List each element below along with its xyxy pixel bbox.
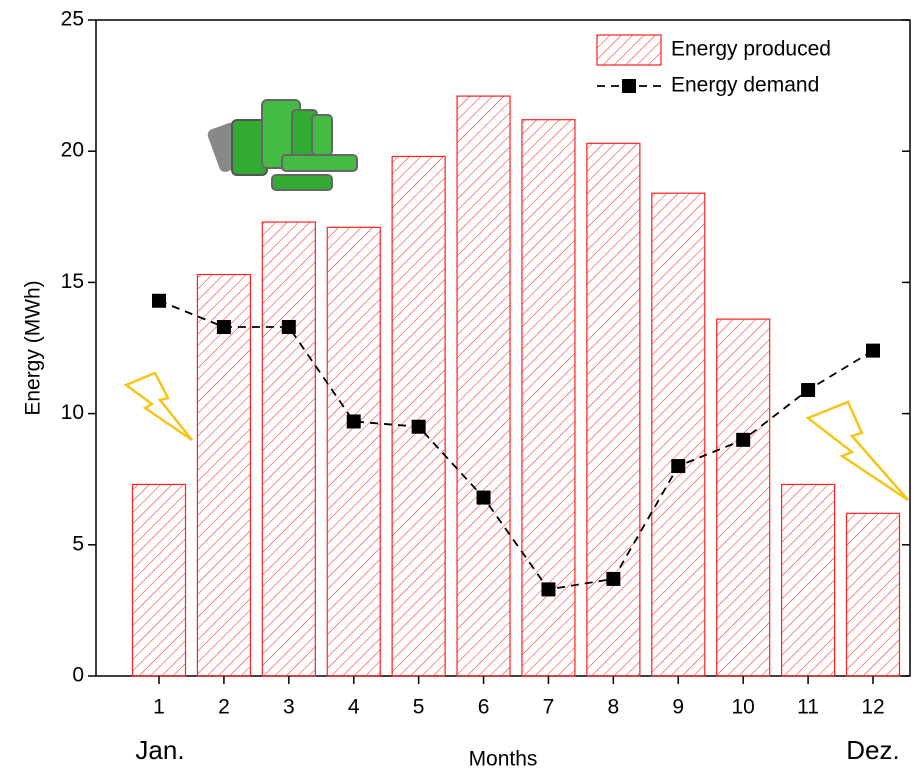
x-tick-label: 3 [283, 696, 295, 719]
lightning-icon [805, 400, 909, 502]
bar [716, 318, 771, 677]
x-tick-label: 2 [218, 696, 230, 719]
battery-illustration [207, 99, 358, 191]
x-tick-label: 8 [608, 696, 620, 719]
bar [261, 221, 316, 677]
marker [152, 293, 166, 308]
annotation: Jan. [135, 735, 184, 765]
y-tick-label: 15 [61, 270, 84, 293]
y-tick-label: 10 [61, 401, 84, 424]
x-tick-label: 12 [861, 696, 884, 719]
x-axis-label: Months [469, 748, 538, 771]
y-tick-label: 25 [61, 8, 84, 31]
line [158, 299, 874, 591]
marker [281, 320, 296, 335]
marker [606, 571, 621, 586]
bar [326, 226, 381, 677]
legend-swatch [622, 79, 636, 93]
bar [196, 273, 252, 677]
legend-label: Energy produced [671, 38, 831, 61]
bar [586, 142, 641, 677]
bar [845, 512, 901, 677]
x-tick-label: 10 [732, 696, 755, 719]
marker [541, 582, 556, 597]
bar [391, 155, 446, 677]
bar [456, 95, 511, 677]
y-tick-label: 5 [72, 532, 84, 555]
marker [866, 343, 880, 358]
x-tick-label: 6 [478, 696, 490, 719]
x-tick-label: 11 [797, 696, 819, 719]
x-tick-label: 1 [153, 696, 165, 719]
y-tick-label: 20 [61, 139, 84, 162]
marker [346, 414, 361, 429]
lightning-icon [123, 371, 193, 442]
legend-label: Energy demand [671, 74, 819, 97]
bar [780, 483, 836, 677]
marker [736, 432, 751, 447]
x-tick-label: 9 [672, 696, 684, 719]
bar [651, 192, 706, 677]
bar [131, 483, 187, 677]
y-axis-label: Energy (MWh) [22, 280, 45, 415]
legend-swatch [596, 34, 662, 66]
annotation: Dez. [846, 735, 899, 765]
marker [801, 382, 816, 397]
marker [476, 490, 491, 505]
marker [411, 419, 426, 434]
marker [671, 459, 686, 474]
x-tick-label: 5 [413, 696, 425, 719]
x-tick-label: 4 [348, 696, 360, 719]
x-tick-label: 7 [543, 696, 555, 719]
marker [216, 320, 231, 335]
y-tick-label: 0 [72, 664, 84, 687]
